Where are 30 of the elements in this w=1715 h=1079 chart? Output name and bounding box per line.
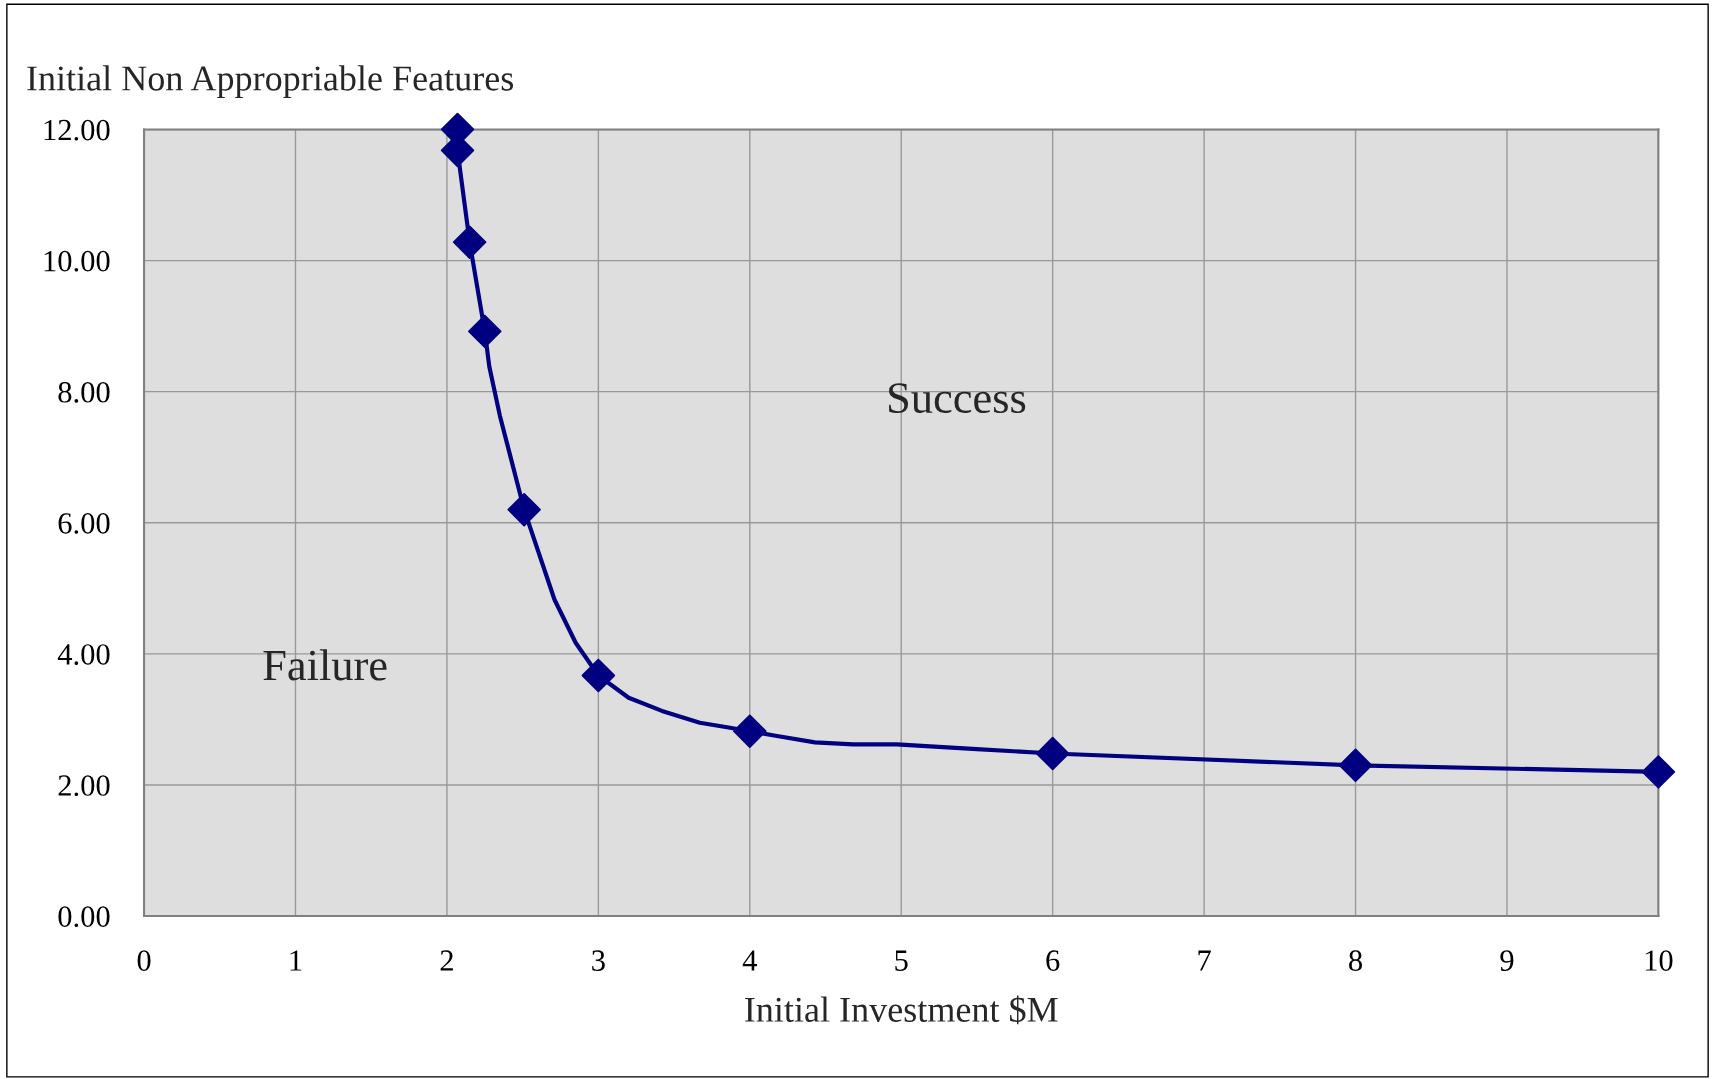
x-tick-label: 5: [895, 950, 908, 971]
x-axis-title: Initial Investment $M: [745, 995, 1058, 1025]
x-tick-label: 8: [1349, 950, 1363, 971]
annotation: Success: [889, 383, 1026, 414]
annotation: Failure: [263, 649, 387, 681]
x-tick-label: 9: [1500, 950, 1514, 971]
y-axis-title: Initial Non Appropriable Features: [27, 65, 514, 99]
point: [733, 714, 767, 748]
x-tick-label: 4: [742, 950, 757, 971]
y-tick-label: 6.00: [58, 513, 110, 534]
x-tick-label: 1: [290, 950, 302, 971]
x-tick-label: 2: [440, 950, 453, 971]
y-tick-label: 4.00: [57, 644, 110, 665]
x-tick-label: 6: [1046, 950, 1060, 971]
point: [1035, 736, 1070, 771]
point: [581, 658, 616, 693]
point: [1338, 748, 1373, 783]
point: [507, 492, 541, 527]
x-tick-label: 10: [1645, 950, 1673, 971]
point: [452, 225, 487, 259]
y-tick-label: 2.00: [58, 775, 110, 797]
point: [1641, 755, 1676, 789]
y-tick-label: 10.00: [44, 250, 110, 272]
y-tick-label: 0.00: [58, 906, 110, 928]
y-tick-label: 8.00: [58, 381, 110, 403]
y-tick-label: 12.00: [44, 119, 110, 141]
point: [468, 314, 502, 349]
x-tick-label: 3: [592, 950, 605, 971]
x-tick-label: 7: [1198, 950, 1211, 971]
x-tick-label: 0: [137, 950, 151, 971]
